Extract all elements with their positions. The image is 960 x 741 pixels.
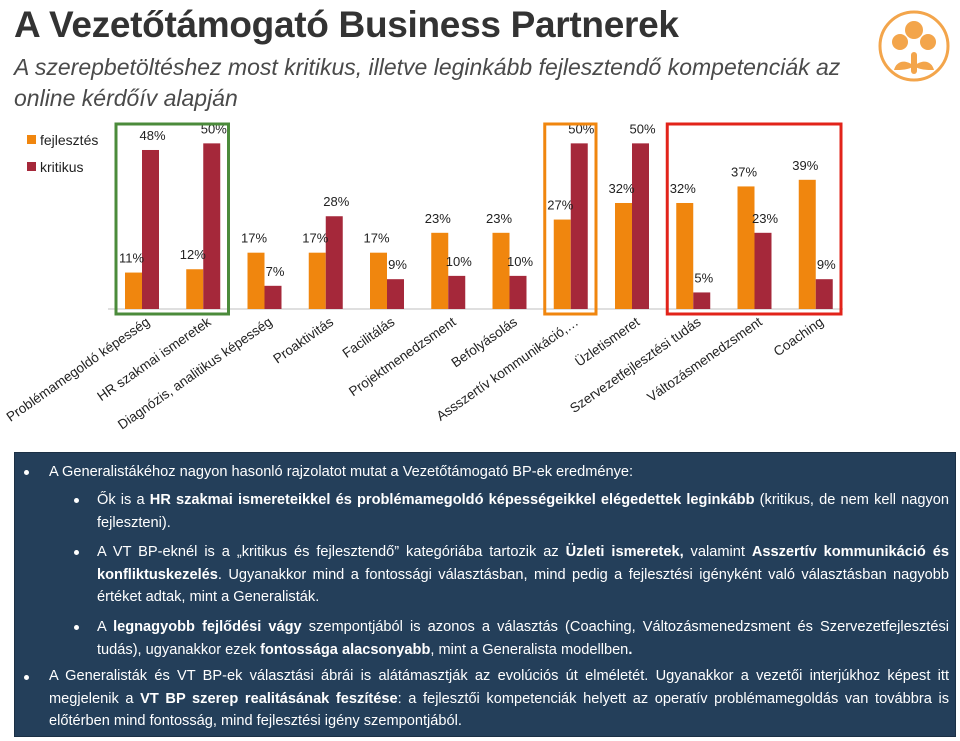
data-label-fejlesztes-9: 32% — [670, 181, 696, 196]
data-label-fejlesztes-7: 27% — [547, 198, 573, 213]
bar-kritikus-1 — [203, 143, 221, 309]
category-label-4: Facilitálás — [340, 314, 398, 361]
bar-kritikus-4 — [387, 279, 404, 309]
data-label-kritikus-0: 48% — [139, 128, 165, 143]
bar-fejlesztes-5 — [431, 232, 449, 309]
bar-fejlesztes-3 — [308, 252, 326, 309]
data-label-kritikus-10: 23% — [752, 211, 778, 226]
data-label-kritikus-3: 28% — [323, 194, 349, 209]
category-label-3: Proaktivitás — [270, 314, 336, 366]
data-label-kritikus-4: 9% — [388, 257, 407, 272]
data-label-fejlesztes-5: 23% — [425, 211, 451, 226]
legend-label-kritikus: kritikus — [40, 159, 84, 175]
data-label-fejlesztes-2: 17% — [241, 231, 267, 246]
bar-kritikus-2 — [264, 285, 282, 309]
bar-kritikus-7 — [570, 143, 588, 309]
bar-fejlesztes-4 — [370, 252, 387, 309]
bar-kritikus-10 — [754, 232, 772, 309]
legend-swatch-kritikus — [27, 162, 36, 171]
summary-subbullet-2: A VT BP-eknél is a „kritikus és fejleszt… — [97, 544, 949, 605]
bar-fejlesztes-9 — [676, 202, 694, 309]
data-label-fejlesztes-10: 37% — [731, 164, 757, 179]
data-label-kritikus-2: 7% — [266, 264, 285, 279]
summary-bullet-2: A Generalisták és VT BP-ek választási áb… — [49, 668, 949, 729]
bar-fejlesztes-1 — [186, 269, 204, 309]
flower-sun-logo-icon — [878, 10, 950, 82]
bar-fejlesztes-7 — [553, 219, 571, 309]
bar-fejlesztes-0 — [125, 272, 142, 309]
bar-kritikus-6 — [509, 275, 527, 309]
highlight-frame-orange — [543, 122, 598, 316]
category-label-5: Projektmenedzsment — [346, 314, 459, 399]
bar-kritikus-3 — [325, 216, 343, 309]
data-label-kritikus-8: 50% — [629, 121, 655, 136]
category-label-11: Coaching — [771, 314, 826, 359]
bullet-icon — [74, 550, 79, 555]
data-label-fejlesztes-11: 39% — [792, 158, 818, 173]
bar-kritikus-5 — [448, 275, 466, 309]
data-label-fejlesztes-3: 17% — [302, 231, 328, 246]
legend-label-fejlesztes: fejlesztés — [40, 132, 98, 148]
bar-fejlesztes-2 — [247, 252, 265, 309]
data-label-fejlesztes-0: 11% — [119, 251, 144, 266]
highlight-frame-red — [665, 122, 843, 316]
bullet-icon — [24, 470, 29, 475]
category-label-1: HR szakmai ismeretek — [94, 314, 213, 404]
page-title: A Vezetőtámogató Business Partnerek — [14, 4, 679, 45]
summary-bullet-1: A Generalistákéhoz nagyon hasonló rajzol… — [49, 464, 634, 480]
page-subtitle: A szerepbetöltéshez most kritikus, illet… — [14, 54, 841, 111]
data-label-kritikus-9: 5% — [694, 270, 713, 285]
legend: fejlesztés kritikus — [27, 132, 98, 175]
bar-fejlesztes-8 — [615, 202, 632, 309]
bar-kritikus-8 — [632, 143, 649, 309]
bar-fejlesztes-6 — [492, 232, 510, 309]
bar-fejlesztes-10 — [737, 186, 755, 309]
data-label-fejlesztes-1: 12% — [180, 247, 206, 262]
bullet-icon — [74, 498, 79, 503]
data-label-kritikus-6: 10% — [507, 254, 533, 269]
bullet-icon — [74, 625, 79, 630]
data-label-fejlesztes-4: 17% — [363, 231, 389, 246]
data-label-fejlesztes-6: 23% — [486, 211, 512, 226]
summary-subbullet-1: Ők is a HR szakmai ismereteikkel és prob… — [97, 492, 950, 531]
legend-swatch-fejlesztes — [27, 135, 36, 144]
bar-fejlesztes-11 — [798, 179, 816, 309]
bar-kritikus-11 — [815, 279, 833, 309]
bar-kritikus-9 — [693, 292, 711, 309]
data-label-fejlesztes-8: 32% — [608, 181, 634, 196]
bullet-icon — [24, 675, 29, 680]
competency-bar-chart: fejlesztés kritikus 11% 48% 12% 50% 17% 7% 17%… — [4, 121, 843, 432]
summary-subbullet-3: A legnagyobb fejlődési vágy szempontjábó… — [97, 619, 950, 658]
data-label-kritikus-5: 10% — [446, 254, 472, 269]
highlight-frame-green — [114, 122, 230, 316]
bar-kritikus-0 — [142, 149, 159, 309]
category-label-10: Változásmenedzsment — [644, 314, 765, 405]
summary-panel: A Generalistákéhoz nagyon hasonló rajzol… — [14, 452, 956, 737]
data-label-kritikus-11: 9% — [817, 257, 836, 272]
